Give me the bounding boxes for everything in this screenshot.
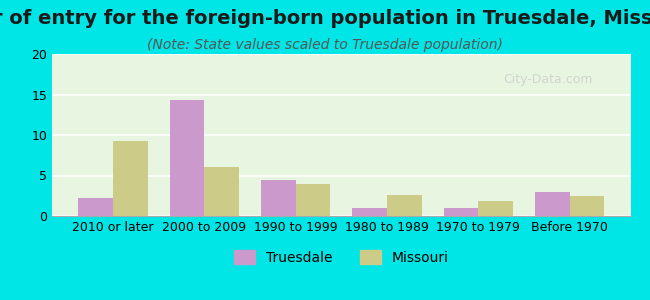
Bar bbox=[170, 100, 204, 216]
Bar bbox=[261, 180, 296, 216]
Bar bbox=[352, 208, 387, 216]
Bar bbox=[569, 196, 604, 216]
Text: Year of entry for the foreign-born population in Truesdale, Missouri: Year of entry for the foreign-born popul… bbox=[0, 9, 650, 28]
Legend: Truesdale, Missouri: Truesdale, Missouri bbox=[228, 245, 454, 271]
Text: City-Data.com: City-Data.com bbox=[503, 74, 593, 86]
Text: (Note: State values scaled to Truesdale population): (Note: State values scaled to Truesdale … bbox=[147, 38, 503, 52]
Bar bbox=[204, 167, 239, 216]
Bar bbox=[387, 195, 422, 216]
Bar bbox=[535, 192, 569, 216]
Bar bbox=[296, 184, 330, 216]
Bar bbox=[478, 201, 513, 216]
Bar bbox=[443, 208, 478, 216]
Bar bbox=[78, 198, 113, 216]
Bar bbox=[113, 141, 148, 216]
